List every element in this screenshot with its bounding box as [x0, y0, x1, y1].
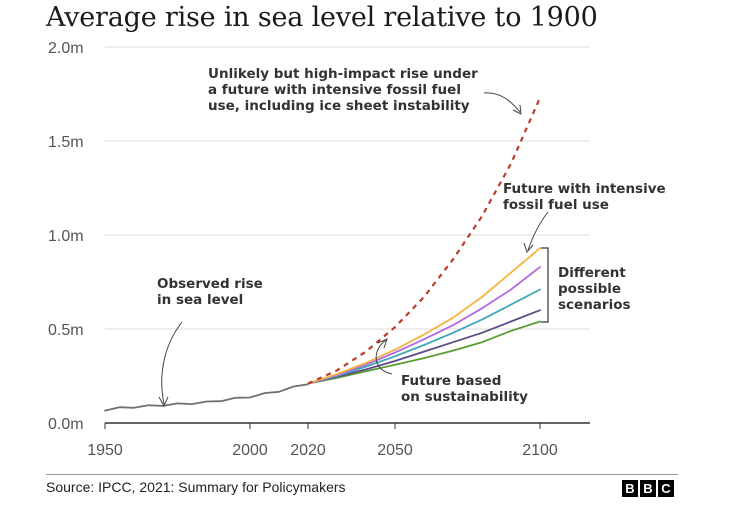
- annotation-intensive: Future with intensive: [503, 181, 666, 197]
- logo-letter: C: [658, 480, 674, 497]
- annotation-high-impact: Unlikely but high-impact rise under: [208, 66, 478, 82]
- sustainability-pointer: [375, 339, 393, 375]
- logo-letter: B: [622, 480, 638, 497]
- intensive-arrowhead: [523, 242, 534, 253]
- intensive-pointer: [527, 211, 549, 251]
- scenarios-bracket: [541, 247, 549, 323]
- annotation-high-impact: a future with intensive fossil fuel: [208, 82, 461, 98]
- y-tick-label: 0.0m: [48, 416, 84, 433]
- y-tick-label: 0.5m: [48, 322, 84, 339]
- x-tick-label: 1950: [87, 442, 123, 459]
- annotation-observed: Observed rise: [157, 276, 263, 292]
- source-divider: [46, 474, 678, 475]
- series-line-observed: [104, 383, 309, 412]
- high-impact-arrowhead: [512, 104, 522, 115]
- sustainability-arrowhead: [377, 338, 388, 349]
- annotation-sustainability: Future based: [401, 373, 501, 389]
- series-lines: [104, 97, 542, 412]
- bbc-logo: B B C: [622, 480, 674, 497]
- annotation-sustainability: on sustainability: [401, 389, 528, 405]
- x-tick-label: 2000: [232, 442, 268, 459]
- annotation-scenarios: possible: [558, 281, 621, 297]
- y-tick-label: 1.0m: [48, 228, 84, 245]
- annotation-observed: in sea level: [157, 292, 243, 308]
- grid-lines: [105, 46, 590, 330]
- series-line-high-impact: [307, 97, 542, 385]
- high-impact-pointer: [483, 92, 521, 113]
- annotation-high-impact: use, including ice sheet instability: [208, 98, 470, 114]
- y-tick-label: 2.0m: [48, 40, 84, 57]
- series-line-ssp2-4.5: [307, 288, 541, 385]
- logo-letter: B: [640, 480, 656, 497]
- x-tick-label: 2020: [290, 442, 326, 459]
- series-line-ssp1-1.9: [307, 320, 541, 385]
- y-tick-labels: 0.0m 0.5m 1.0m 1.5m 2.0m: [48, 40, 84, 433]
- observed-arrowhead: [158, 396, 169, 408]
- series-line-ssp5-8.5: [307, 247, 541, 385]
- x-tick-label: 2100: [522, 442, 558, 459]
- annotation-scenarios: scenarios: [558, 297, 631, 313]
- source-note: Source: IPCC, 2021: Summary for Policyma…: [46, 479, 346, 495]
- annotation-intensive: fossil fuel use: [503, 197, 609, 213]
- chart-title: Average rise in sea level relative to 19…: [46, 2, 598, 33]
- y-tick-label: 1.5m: [48, 134, 84, 151]
- x-tick-label: 2050: [377, 442, 413, 459]
- series-line-ssp1-2.6: [307, 309, 541, 385]
- annotation-scenarios: Different: [558, 265, 626, 281]
- x-axis: 1950 2000 2020 2050 2100: [87, 422, 590, 459]
- series-line-ssp3-7.0: [307, 266, 541, 385]
- observed-pointer: [161, 321, 183, 405]
